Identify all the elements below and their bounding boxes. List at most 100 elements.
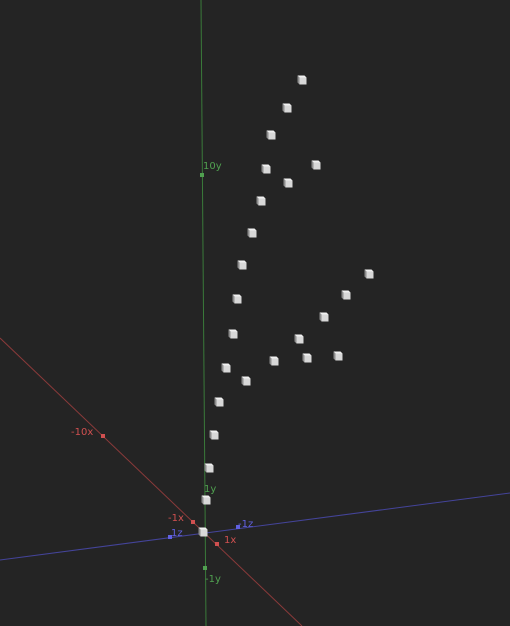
point-cube[interactable] [294, 334, 304, 344]
point-cube-side [214, 397, 217, 407]
point-cube-top [241, 376, 251, 379]
point-cube-side [232, 294, 235, 304]
y-label-pos10: 10y [203, 161, 222, 172]
point-cube[interactable] [228, 329, 238, 339]
point-cube[interactable] [333, 351, 343, 361]
point-cube-top [311, 160, 321, 163]
point-cube-top [283, 178, 293, 181]
point-cube[interactable] [221, 363, 231, 373]
point-cube-side [297, 75, 300, 85]
point-cube-face [223, 365, 231, 373]
point-cube[interactable] [201, 495, 211, 505]
point-cube-side [261, 164, 264, 174]
x-tick-neg1 [191, 520, 195, 524]
point-cube-top [247, 228, 257, 231]
y-label-pos1: 1y [204, 484, 216, 495]
point-cube-face [335, 353, 343, 361]
z-label-neg1: -1z [238, 519, 253, 530]
point-cube-side [241, 376, 244, 386]
y-axis-line [200, 0, 207, 626]
point-cube-face [258, 198, 266, 206]
point-cube-side [341, 290, 344, 300]
point-cube[interactable] [311, 160, 321, 170]
x-label-pos1: 1x [224, 535, 236, 546]
x-label-neg1: -1x [168, 513, 184, 524]
point-cloud[interactable] [198, 75, 374, 537]
point-cube-side [204, 463, 207, 473]
point-cube[interactable] [209, 430, 219, 440]
point-cube-face [343, 292, 351, 300]
point-cube-face [263, 166, 271, 174]
point-cube-face [216, 399, 224, 407]
point-cube-top [256, 196, 266, 199]
x-tick-neg10 [101, 434, 105, 438]
x-label-neg10: -10x [71, 427, 93, 438]
point-cube-face [285, 180, 293, 188]
point-cube[interactable] [214, 397, 224, 407]
point-cube-side [311, 160, 314, 170]
point-cube-side [198, 527, 201, 537]
point-cube[interactable] [256, 196, 266, 206]
point-cube[interactable] [261, 164, 271, 174]
point-cube[interactable] [232, 294, 242, 304]
point-cube-side [333, 351, 336, 361]
x-axis-line [0, 337, 303, 626]
point-cube-top [261, 164, 271, 167]
point-cube-side [319, 312, 322, 322]
point-cube-side [221, 363, 224, 373]
point-cube[interactable] [266, 130, 276, 140]
point-cube[interactable] [247, 228, 257, 238]
point-cube-face [268, 132, 276, 140]
z-tick-pos1 [168, 535, 172, 539]
point-cube-face [206, 465, 214, 473]
point-cube[interactable] [269, 356, 279, 366]
point-cube-top [209, 430, 219, 433]
point-cube-top [214, 397, 224, 400]
point-cube[interactable] [198, 527, 208, 537]
point-cube[interactable] [283, 178, 293, 188]
point-cube[interactable] [282, 103, 292, 113]
point-cube-top [294, 334, 304, 337]
point-cube-top [333, 351, 343, 354]
axis-ticks [101, 173, 240, 570]
point-cube-side [228, 329, 231, 339]
point-cube[interactable] [204, 463, 214, 473]
point-cube-face [243, 378, 251, 386]
z-tick-neg1 [236, 525, 240, 529]
point-cube-face [366, 271, 374, 279]
point-cube-face [230, 331, 238, 339]
point-cube-face [249, 230, 257, 238]
point-cube-face [234, 296, 242, 304]
point-cube[interactable] [341, 290, 351, 300]
point-cube[interactable] [241, 376, 251, 386]
point-cube[interactable] [319, 312, 329, 322]
point-cube-top [221, 363, 231, 366]
point-cube-top [266, 130, 276, 133]
point-cube-face [284, 105, 292, 113]
point-cube-side [209, 430, 212, 440]
point-cube[interactable] [237, 260, 247, 270]
point-cube-top [198, 527, 208, 530]
point-cube-face [296, 336, 304, 344]
point-cube-side [364, 269, 367, 279]
point-cube-face [203, 497, 211, 505]
y-tick-pos10 [200, 173, 204, 177]
y-tick-neg1 [203, 566, 207, 570]
point-cube[interactable] [302, 353, 312, 363]
point-cube-face [239, 262, 247, 270]
point-cube-side [247, 228, 250, 238]
point-cube-face [200, 529, 208, 537]
point-cube-face [299, 77, 307, 85]
point-cube-face [321, 314, 329, 322]
point-cube-top [364, 269, 374, 272]
point-cube[interactable] [297, 75, 307, 85]
z-label-pos1: 1z [171, 528, 183, 539]
point-cube-top [232, 294, 242, 297]
y-label-neg1: -1y [205, 574, 221, 585]
point-cube-side [237, 260, 240, 270]
point-cube-side [282, 103, 285, 113]
point-cube-top [297, 75, 307, 78]
point-cube[interactable] [364, 269, 374, 279]
